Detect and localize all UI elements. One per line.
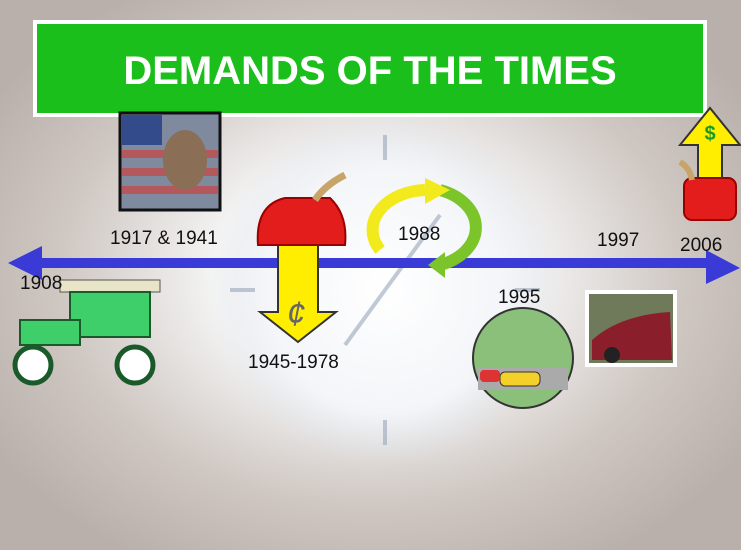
dollar-symbol: $ [704,123,715,145]
title: DEMANDS OF THE TIMES [123,49,616,93]
year-label: 1908 [20,273,62,294]
year-label: 1997 [597,230,639,251]
year-label: 1995 [498,287,540,308]
year-label: 1945-1978 [248,352,339,373]
soldier-photo [120,113,220,210]
car-photo [585,290,677,367]
street-scene [473,308,573,408]
slide: DEMANDS OF THE TIMES ¢ [0,0,741,550]
year-label: 2006 [680,235,722,256]
year-label: 1917 & 1941 [110,228,218,249]
year-label: 1988 [398,224,440,245]
cent-symbol: ¢ [287,295,306,333]
